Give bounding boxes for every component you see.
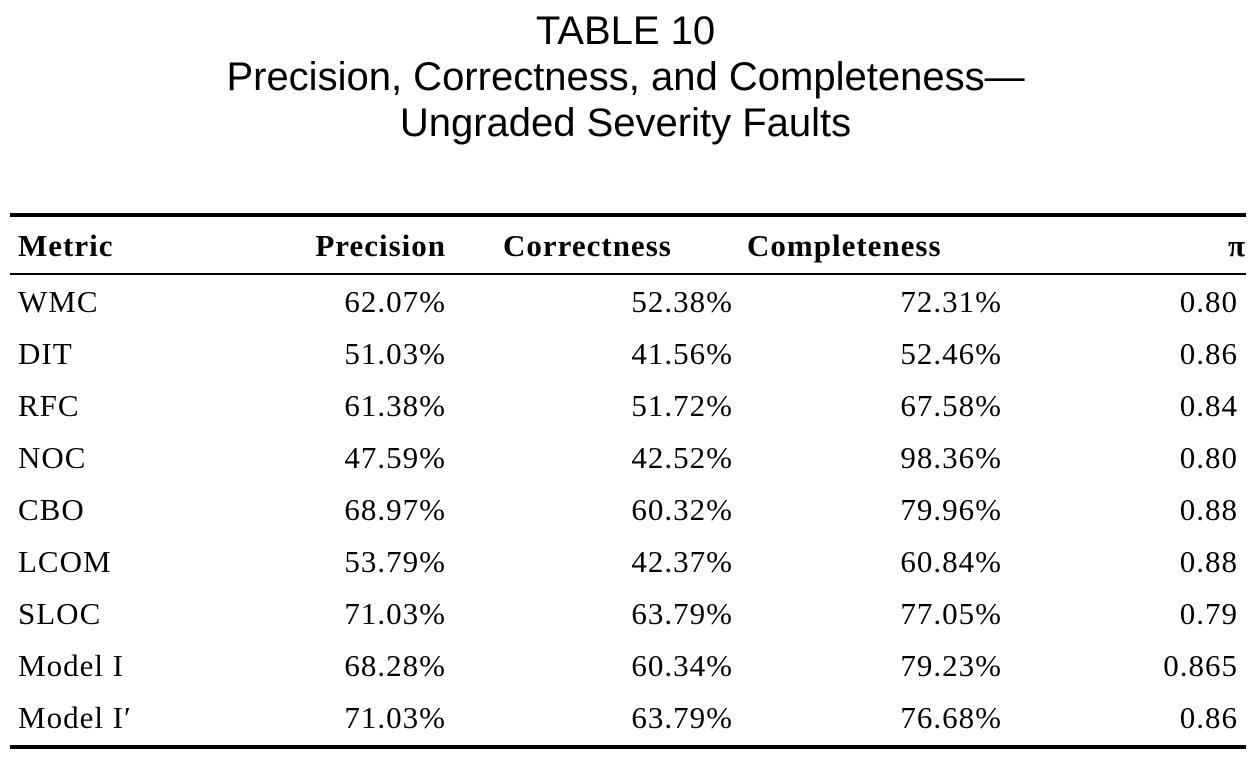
table-row: NOC 47.59% 42.52% 98.36% 0.80 <box>0 432 1251 484</box>
cell-pi: 0.80 <box>1179 440 1238 475</box>
cell-completeness: 60.84% <box>900 544 1002 579</box>
cell-completeness: 79.23% <box>900 648 1002 683</box>
cell-completeness: 98.36% <box>900 440 1002 475</box>
cell-completeness: 76.68% <box>900 700 1002 735</box>
cell-completeness: 77.05% <box>900 596 1002 631</box>
cell-pi: 0.86 <box>1179 700 1238 735</box>
cell-completeness: 67.58% <box>900 388 1002 423</box>
cell-correctness: 60.32% <box>631 492 733 527</box>
cell-metric: Model I′ <box>18 700 132 735</box>
cell-correctness: 63.79% <box>631 700 733 735</box>
table-row: SLOC 71.03% 63.79% 77.05% 0.79 <box>0 588 1251 640</box>
cell-correctness: 63.79% <box>631 596 733 631</box>
cell-pi: 0.86 <box>1179 336 1238 371</box>
header-metric: Metric <box>18 228 114 263</box>
cell-pi: 0.88 <box>1179 492 1238 527</box>
header-completeness: Completeness <box>747 228 942 263</box>
cell-pi: 0.84 <box>1179 388 1238 423</box>
cell-correctness: 60.34% <box>631 648 733 683</box>
cell-metric: LCOM <box>18 544 112 579</box>
cell-precision: 68.97% <box>344 492 446 527</box>
table-row: Model I′ 71.03% 63.79% 76.68% 0.86 <box>0 692 1251 744</box>
cell-precision: 53.79% <box>344 544 446 579</box>
cell-pi: 0.88 <box>1179 544 1238 579</box>
cell-precision: 61.38% <box>344 388 446 423</box>
table-caption: TABLE 10 Precision, Correctness, and Com… <box>0 8 1251 146</box>
table-row: RFC 61.38% 51.72% 67.58% 0.84 <box>0 380 1251 432</box>
cell-pi: 0.80 <box>1179 284 1238 319</box>
header-pi: π <box>1228 228 1246 263</box>
cell-precision: 51.03% <box>344 336 446 371</box>
cell-precision: 47.59% <box>344 440 446 475</box>
cell-precision: 68.28% <box>344 648 446 683</box>
cell-metric: SLOC <box>18 596 102 631</box>
table-label: TABLE 10 <box>535 9 716 53</box>
cell-correctness: 51.72% <box>631 388 733 423</box>
table-row: WMC 62.07% 52.38% 72.31% 0.80 <box>0 276 1251 328</box>
table-header-rule <box>10 273 1246 275</box>
table-row: CBO 68.97% 60.32% 79.96% 0.88 <box>0 484 1251 536</box>
cell-pi: 0.79 <box>1179 596 1238 631</box>
cell-metric: RFC <box>18 388 80 423</box>
table-bottom-rule <box>10 745 1246 749</box>
cell-completeness: 72.31% <box>900 284 1002 319</box>
cell-precision: 71.03% <box>344 700 446 735</box>
table-top-rule <box>10 213 1246 217</box>
header-correctness: Correctness <box>503 228 672 263</box>
cell-correctness: 52.38% <box>631 284 733 319</box>
cell-metric: CBO <box>18 492 85 527</box>
cell-correctness: 41.56% <box>631 336 733 371</box>
cell-correctness: 42.52% <box>631 440 733 475</box>
table-title-line-1: Precision, Correctness, and Completeness… <box>226 55 1025 99</box>
header-precision: Precision <box>315 228 446 263</box>
cell-pi: 0.865 <box>1163 648 1238 683</box>
cell-metric: WMC <box>18 284 99 319</box>
cell-completeness: 79.96% <box>900 492 1002 527</box>
table-title-line-2: Ungraded Severity Faults <box>399 101 852 145</box>
cell-completeness: 52.46% <box>900 336 1002 371</box>
cell-metric: NOC <box>18 440 87 475</box>
table-row: Model I 68.28% 60.34% 79.23% 0.865 <box>0 640 1251 692</box>
table-row: LCOM 53.79% 42.37% 60.84% 0.88 <box>0 536 1251 588</box>
cell-correctness: 42.37% <box>631 544 733 579</box>
cell-precision: 71.03% <box>344 596 446 631</box>
cell-metric: Model I <box>18 648 125 683</box>
cell-metric: DIT <box>18 336 73 371</box>
cell-precision: 62.07% <box>344 284 446 319</box>
table-row: DIT 51.03% 41.56% 52.46% 0.86 <box>0 328 1251 380</box>
